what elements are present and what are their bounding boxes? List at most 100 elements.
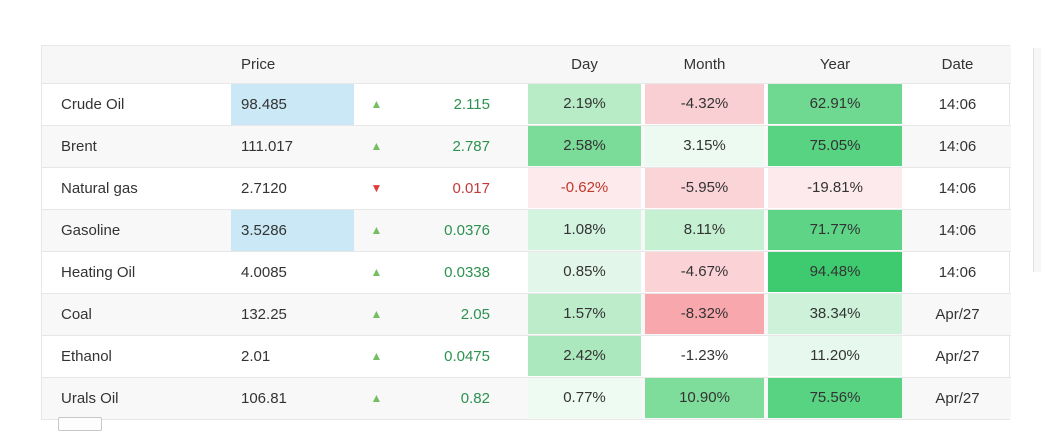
day-percent-cell: 0.85%: [526, 251, 643, 293]
year-percent-cell: -19.81%: [766, 167, 904, 209]
change-value: 2.115: [453, 95, 490, 113]
year-column-header: Year: [819, 55, 851, 73]
month-percent: 3.15%: [645, 126, 764, 166]
up-arrow-icon: ▲: [370, 348, 383, 363]
price-value: 3.5286: [231, 209, 354, 251]
month-percent-cell: -5.95%: [643, 167, 766, 209]
year-percent-cell: 38.34%: [766, 293, 904, 335]
year-percent: 11.20%: [768, 336, 902, 376]
year-percent-cell: 62.91%: [766, 83, 904, 125]
table-row: Urals Oil 106.81 ▲ 0.82 0.77% 10.90% 75.…: [42, 377, 1011, 419]
day-percent: 2.58%: [528, 126, 641, 166]
year-percent: 38.34%: [768, 294, 902, 334]
price-value: 106.81: [241, 389, 287, 407]
up-arrow-icon: ▲: [370, 222, 383, 237]
change-value: 0.82: [460, 389, 490, 407]
year-percent-cell: 94.48%: [766, 251, 904, 293]
year-percent-cell: 75.05%: [766, 125, 904, 167]
year-percent: 62.91%: [768, 84, 902, 124]
date-value: Apr/27: [935, 305, 980, 323]
change-column-header: [399, 46, 526, 83]
table-row: Ethanol 2.01 ▲ 0.0475 2.42% -1.23% 11.20…: [42, 335, 1011, 377]
up-arrow-icon: ▲: [370, 390, 383, 405]
date-value: 14:06: [938, 95, 977, 113]
commodity-column-header: [42, 46, 231, 83]
up-arrow-icon: ▲: [370, 264, 383, 279]
day-percent: 0.85%: [528, 252, 641, 292]
commodity-name-link[interactable]: Natural gas: [61, 179, 138, 197]
change-value: 0.0376: [444, 221, 490, 239]
month-percent-cell: -4.32%: [643, 83, 766, 125]
change-value: 2.05: [460, 305, 490, 323]
day-percent-cell: 2.42%: [526, 335, 643, 377]
commodity-name-link[interactable]: Ethanol: [61, 347, 112, 365]
date-value: 14:06: [938, 263, 977, 281]
year-percent: 75.05%: [768, 126, 902, 166]
month-percent: -1.23%: [645, 336, 764, 376]
day-percent: 2.42%: [528, 336, 641, 376]
table-row: Coal 132.25 ▲ 2.05 1.57% -8.32% 38.34% A…: [42, 293, 1011, 335]
change-value: 2.787: [452, 137, 490, 155]
month-percent-cell: -1.23%: [643, 335, 766, 377]
month-percent: 10.90%: [645, 378, 764, 418]
day-percent: 0.77%: [528, 378, 641, 418]
day-percent-cell: 2.58%: [526, 125, 643, 167]
day-percent: 1.57%: [528, 294, 641, 334]
date-value: 14:06: [938, 221, 977, 239]
month-percent: -8.32%: [645, 294, 764, 334]
price-value: 132.25: [241, 305, 287, 323]
month-column-header: Month: [683, 55, 726, 73]
day-percent: 2.19%: [528, 84, 641, 124]
year-percent: -19.81%: [768, 168, 902, 208]
month-percent-cell: 10.90%: [643, 377, 766, 419]
date-value: Apr/27: [935, 389, 980, 407]
year-percent: 75.56%: [768, 378, 902, 418]
date-column-header: Date: [941, 55, 974, 73]
partial-button[interactable]: [58, 417, 102, 431]
price-value: 111.017: [241, 137, 293, 155]
commodity-name-link[interactable]: Gasoline: [61, 221, 121, 239]
month-percent-cell: -8.32%: [643, 293, 766, 335]
up-arrow-icon: ▲: [370, 138, 383, 153]
table-header-row: Price Day Month Year Date: [42, 46, 1011, 83]
year-percent: 94.48%: [768, 252, 902, 292]
month-percent: -5.95%: [645, 168, 764, 208]
change-value: 0.017: [452, 179, 490, 197]
table-row: Natural gas 2.7120 ▼ 0.017 -0.62% -5.95%…: [42, 167, 1011, 209]
month-percent-cell: 3.15%: [643, 125, 766, 167]
up-arrow-icon: ▲: [370, 306, 383, 321]
change-value: 0.0338: [444, 263, 490, 281]
commodities-table: Price Day Month Year Date Crude Oil 98.4…: [41, 45, 1011, 420]
price-column-header: Price: [241, 55, 276, 73]
month-percent: -4.67%: [645, 252, 764, 292]
right-edge-divider: [1033, 48, 1041, 272]
price-value: 4.0085: [241, 263, 287, 281]
day-percent: 1.08%: [528, 210, 641, 250]
price-value: 2.7120: [241, 179, 287, 197]
commodity-name-link[interactable]: Crude Oil: [61, 95, 125, 113]
month-percent: 8.11%: [645, 210, 764, 250]
price-value: 2.01: [241, 347, 271, 365]
up-arrow-icon: ▲: [370, 96, 383, 111]
month-percent: -4.32%: [645, 84, 764, 124]
commodity-name-link[interactable]: Urals Oil: [61, 389, 119, 407]
year-percent-cell: 71.77%: [766, 209, 904, 251]
day-percent-cell: 1.57%: [526, 293, 643, 335]
change-value: 0.0475: [444, 347, 490, 365]
month-percent-cell: -4.67%: [643, 251, 766, 293]
price-value: 98.485: [231, 83, 354, 125]
day-percent: -0.62%: [528, 168, 641, 208]
table-row: Gasoline 3.5286 ▲ 0.0376 1.08% 8.11% 71.…: [42, 209, 1011, 251]
date-value: Apr/27: [935, 347, 980, 365]
down-arrow-icon: ▼: [370, 180, 383, 195]
table-row: Crude Oil 98.485 ▲ 2.115 2.19% -4.32% 62…: [42, 83, 1011, 125]
commodity-name-link[interactable]: Brent: [61, 137, 97, 155]
date-value: 14:06: [938, 137, 977, 155]
table-row: Brent 111.017 ▲ 2.787 2.58% 3.15% 75.05%…: [42, 125, 1011, 167]
commodity-name-link[interactable]: Coal: [61, 305, 92, 323]
day-percent-cell: 1.08%: [526, 209, 643, 251]
year-percent-cell: 75.56%: [766, 377, 904, 419]
commodity-name-link[interactable]: Heating Oil: [61, 263, 136, 281]
arrow-column-header: [354, 46, 399, 83]
year-percent: 71.77%: [768, 210, 902, 250]
